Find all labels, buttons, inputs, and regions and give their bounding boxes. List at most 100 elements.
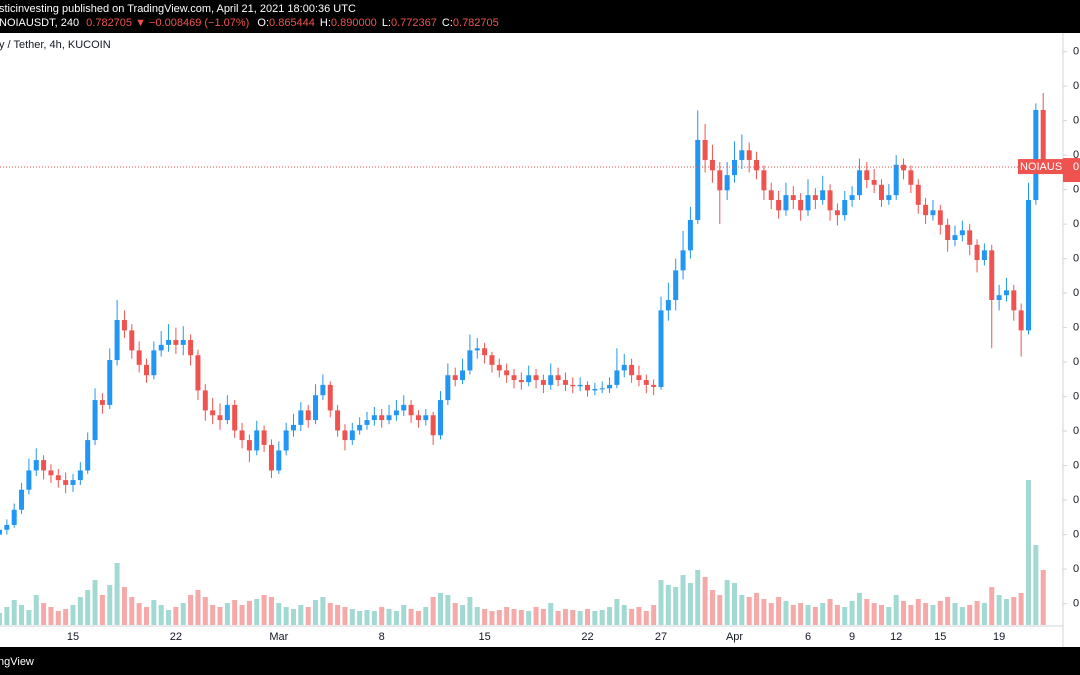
candle-body	[430, 415, 436, 436]
volume-bar	[893, 595, 899, 625]
candle-body	[276, 450, 282, 471]
ohlc-value: 0.865444	[269, 17, 315, 29]
candle-body	[548, 375, 554, 385]
candle-body	[959, 230, 965, 236]
volume-bar	[974, 601, 980, 625]
volume-bar	[585, 609, 590, 625]
candle-body	[643, 380, 649, 385]
volume-bar	[680, 575, 686, 625]
chart-subtitle: y / Tether, 4h, KUCOIN	[0, 39, 111, 51]
candle-body	[467, 350, 473, 371]
candle-body	[1011, 290, 1017, 311]
candle-body	[908, 170, 914, 185]
y-tick-label: 0.900000	[1073, 80, 1080, 92]
candle-body	[107, 360, 113, 405]
symbol: NOIAUSDT, 240	[0, 17, 79, 29]
volume-bar	[70, 605, 76, 625]
candle-body	[945, 224, 951, 240]
candle-body	[820, 190, 826, 200]
candle-body	[48, 470, 54, 476]
candle-body	[952, 235, 958, 240]
volume-bar	[695, 570, 701, 625]
volume-bar	[908, 605, 914, 625]
y-tick-label: 0.700000	[1073, 218, 1080, 230]
candle-body	[85, 440, 91, 471]
volume-bar	[489, 611, 495, 625]
volume-bar	[702, 577, 708, 625]
candle-body	[41, 460, 47, 471]
candle-body	[33, 460, 39, 471]
volume-bar	[166, 610, 172, 625]
volume-bar	[599, 610, 605, 625]
volume-bar	[63, 609, 69, 625]
price-axis-box	[1063, 158, 1080, 183]
candle-body	[864, 170, 870, 180]
candle-body	[871, 179, 877, 185]
ohlc-key: L:	[382, 17, 391, 29]
volume-bar	[1018, 593, 1024, 625]
volume-bar	[937, 601, 943, 625]
volume-bar	[827, 599, 833, 625]
candle-body	[70, 480, 76, 485]
candle-body	[827, 190, 833, 211]
candle-body	[489, 355, 495, 365]
candle-body	[695, 139, 701, 220]
candle-body	[570, 384, 576, 387]
volume-bar	[871, 603, 877, 625]
symbol-line: NOIAUSDT, 240 0.782705 ▼ −0.008469 (−1.0…	[0, 17, 499, 29]
volume-bar	[607, 607, 613, 625]
candle-body	[555, 375, 561, 381]
candle-body	[562, 380, 568, 385]
y-tick-label: 0.250000	[1073, 529, 1080, 541]
candle-body	[893, 164, 899, 196]
volume-bar	[379, 607, 385, 625]
volume-bar	[19, 605, 25, 625]
volume-bar	[202, 597, 208, 625]
y-tick-label: 0.950000	[1073, 46, 1080, 58]
volume-bar	[526, 611, 532, 625]
candle-body	[313, 395, 319, 421]
y-tick-label: 0.500000	[1073, 356, 1080, 368]
candle-body	[614, 370, 620, 385]
candle-body	[438, 400, 443, 436]
candle-body	[254, 430, 260, 451]
volume-bar	[518, 610, 524, 625]
volume-bar	[540, 609, 546, 625]
volume-bar	[26, 610, 32, 625]
candle-body	[577, 384, 583, 387]
volume-bar	[357, 611, 363, 625]
candle-body	[658, 310, 664, 387]
volume-bar	[856, 593, 862, 625]
volume-bar	[107, 585, 113, 625]
candle-body	[621, 364, 627, 371]
candle-body	[665, 300, 671, 311]
candle-body	[415, 415, 421, 421]
volume-bar	[77, 597, 83, 625]
volume-bar	[482, 609, 488, 625]
volume-bar	[33, 595, 39, 625]
candle-body	[371, 415, 377, 421]
volume-bar	[327, 603, 333, 625]
candle-body	[1033, 109, 1039, 200]
volume-bar	[945, 597, 951, 625]
candle-body	[842, 199, 848, 216]
candle-body	[166, 340, 172, 345]
volume-bar	[864, 599, 870, 625]
volume-bar	[930, 605, 936, 625]
volume-bar	[717, 595, 723, 625]
volume-bar	[879, 605, 884, 625]
candle-body	[607, 384, 613, 389]
volume-bar	[305, 607, 311, 625]
candle-body	[239, 430, 245, 441]
candle-body	[533, 375, 539, 381]
candle-body	[114, 320, 120, 361]
candle-body	[776, 199, 782, 211]
price-axis-label: 0.782705	[1073, 161, 1080, 173]
volume-bar	[504, 607, 510, 625]
volume-bar	[254, 599, 260, 625]
candle-body	[158, 344, 164, 351]
candle-body	[585, 384, 590, 391]
candle-body	[99, 400, 105, 405]
candle-body	[320, 384, 326, 396]
